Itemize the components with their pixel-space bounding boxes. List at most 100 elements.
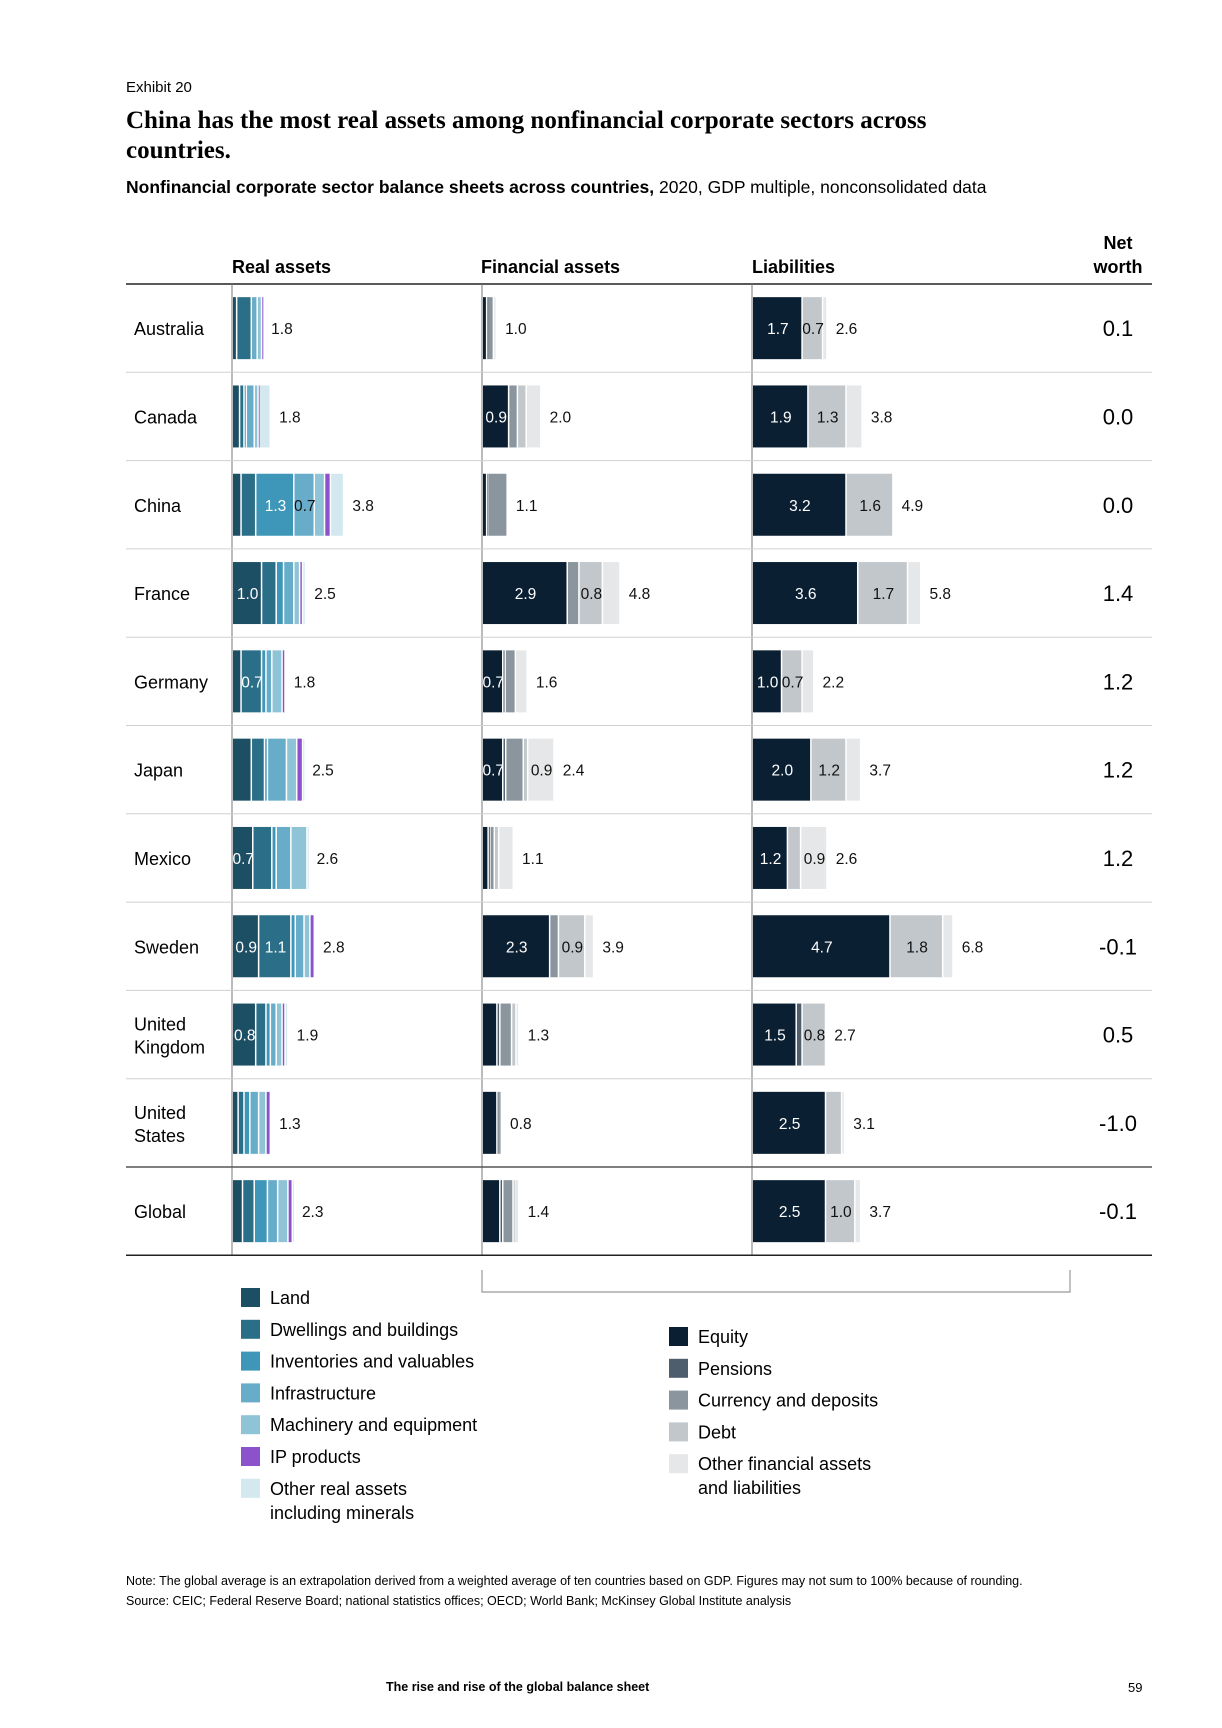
real-assets-bar-sweden-dwellings-and-buildings [259, 915, 291, 978]
liabilities-bar-canada-equity [753, 385, 808, 448]
liabilities-total-united-kingdom: 2.7 [834, 1028, 856, 1045]
liabilities-bar-united-states-debt [826, 1091, 841, 1154]
liabilities-bar-japan-debt [811, 738, 846, 801]
real-assets-value-sweden-dwellings-and-buildings: 1.1 [265, 939, 287, 956]
real-assets-bar-australia-machinery-and-equipment [257, 297, 261, 360]
real-assets-bar-mexico-land [233, 826, 253, 889]
liabilities-value-france-debt: 1.7 [873, 586, 895, 603]
real-assets-bar-mexico-inventories-and-valuables [272, 826, 276, 889]
real-assets-total-united-kingdom: 1.9 [297, 1028, 319, 1045]
legend-label-equity: Equity [698, 1327, 748, 1347]
liabilities-bar-sweden-equity [753, 915, 890, 978]
real-assets-bar-australia-ip-products [262, 297, 264, 360]
net-worth-value-sweden: -0.1 [1099, 934, 1137, 959]
liabilities-value-canada-equity: 1.9 [770, 409, 792, 426]
real-assets-bar-germany-machinery-and-equipment [272, 650, 282, 713]
real-assets-total-global: 2.3 [302, 1204, 324, 1221]
country-label-japan: Japan [134, 761, 183, 781]
liabilities-value-germany-equity: 1.0 [757, 674, 779, 691]
chart-subtitle: Nonfinancial corporate sector balance sh… [126, 177, 987, 198]
liabilities-bar-global-debt [826, 1180, 855, 1243]
country-label-mexico: Mexico [134, 849, 191, 869]
liabilities-value-australia-equity: 1.7 [767, 321, 789, 338]
financial-assets-total-global: 1.4 [528, 1204, 550, 1221]
real-assets-total-china: 3.8 [352, 498, 374, 515]
financial-assets-bar-australia-other-financial-assets-and-liabilities [494, 297, 496, 360]
financial-assets-bar-global-pensions [500, 1180, 503, 1243]
legend-swatch-pensions [669, 1358, 688, 1378]
financial-assets-total-france: 4.8 [629, 586, 651, 603]
liabilities-total-united-states: 3.1 [853, 1116, 875, 1133]
financial-assets-bar-sweden-currency-and-deposits [550, 915, 558, 978]
real-assets-bar-global-dwellings-and-buildings [243, 1180, 254, 1243]
country-label-canada: Canada [134, 407, 198, 427]
financial-assets-total-germany: 1.6 [536, 674, 558, 691]
real-assets-bar-canada-inventories-and-valuables [244, 385, 246, 448]
legend-label-pensions: Pensions [698, 1359, 772, 1379]
financial-assets-bar-global-other-financial-assets-and-liabilities [515, 1180, 519, 1243]
liabilities-value-germany-debt: 0.7 [782, 674, 804, 691]
legend-label-ip-products: IP products [270, 1447, 361, 1467]
financial-assets-bar-mexico-debt [495, 826, 498, 889]
liabilities-value-sweden-equity: 4.7 [811, 939, 833, 956]
financial-assets-bar-mexico-currency-and-deposits [490, 826, 494, 889]
liabilities-value-canada-debt: 1.3 [817, 409, 839, 426]
real-assets-total-japan: 2.5 [312, 763, 334, 780]
real-assets-bar-canada-land [233, 385, 239, 448]
real-assets-bar-united-kingdom-land [233, 1003, 255, 1066]
real-assets-bar-japan-land [233, 738, 251, 801]
real-assets-bar-china-ip-products [325, 473, 330, 536]
chart-title: China has the most real assets among non… [126, 107, 927, 164]
real-assets-bar-mexico-other-real-assets-including-minerals [307, 826, 309, 889]
net-worth-value-france: 1.4 [1103, 581, 1134, 606]
financial-assets-bar-sweden-equity [483, 915, 549, 978]
liabilities-value-china-equity: 3.2 [789, 498, 811, 515]
real-assets-bar-germany-ip-products [282, 650, 285, 713]
financial-assets-bar-canada-other-financial-assets-and-liabilities [526, 385, 541, 448]
liabilities-total-canada: 3.8 [871, 409, 893, 426]
liabilities-bar-global-other-financial-assets-and-liabilities [855, 1180, 860, 1243]
liabilities-total-japan: 3.7 [869, 763, 891, 780]
real-assets-bar-mexico-infrastructure [276, 826, 291, 889]
real-assets-total-mexico: 2.6 [317, 851, 339, 868]
liabilities-total-australia: 2.6 [836, 321, 858, 338]
net-worth-value-mexico: 1.2 [1103, 846, 1134, 871]
liabilities-bar-global-equity [753, 1180, 825, 1243]
net-worth-value-australia: 0.1 [1103, 316, 1134, 341]
liabilities-value-france-equity: 3.6 [795, 586, 817, 603]
legend-label-other-real-assets-including-minerals-line2: including minerals [270, 1503, 414, 1523]
real-assets-total-australia: 1.8 [271, 321, 293, 338]
real-assets-value-france-land: 1.0 [237, 586, 259, 603]
financial-assets-bar-canada-currency-and-deposits [509, 385, 517, 448]
real-assets-bar-global-other-real-assets-including-minerals [293, 1180, 295, 1243]
financial-assets-bar-japan-other-financial-assets-and-liabilities [528, 738, 554, 801]
financial-assets-total-united-kingdom: 1.3 [528, 1028, 550, 1045]
legend-label-land: Land [270, 1288, 310, 1308]
legend-swatch-dwellings-and-buildings [241, 1319, 260, 1339]
financial-assets-bar-china-pensions [487, 473, 489, 536]
real-assets-bar-canada-dwellings-and-buildings [240, 385, 244, 448]
real-assets-value-china-infrastructure: 0.7 [294, 498, 316, 515]
financial-assets-bar-mexico-other-financial-assets-and-liabilities [499, 826, 513, 889]
real-assets-bar-france-land [233, 562, 261, 625]
country-label-global: Global [134, 1202, 186, 1222]
financial-assets-bar-china-currency-and-deposits [488, 473, 507, 536]
country-label-united-states-line1: United [134, 1103, 186, 1123]
liabilities-bar-germany-other-financial-assets-and-liabilities [802, 650, 814, 713]
liabilities-value-japan-debt: 1.2 [818, 763, 840, 780]
real-assets-bar-united-states-infrastructure [250, 1091, 258, 1154]
real-assets-value-united-kingdom-land: 0.8 [234, 1028, 256, 1045]
legend-label-other-financial-assets-and-liabilities-line2: and liabilities [698, 1478, 801, 1498]
legend-swatch-currency-and-deposits [669, 1390, 688, 1410]
real-assets-total-united-states: 1.3 [279, 1116, 301, 1133]
liabilities-bar-sweden-other-financial-assets-and-liabilities [943, 915, 953, 978]
liabilities-bar-france-debt [858, 562, 907, 625]
real-assets-bar-united-kingdom-inventories-and-valuables [266, 1003, 270, 1066]
financial-assets-total-sweden: 3.9 [602, 939, 624, 956]
financial-assets-bar-china-equity [483, 473, 486, 536]
financial-assets-bar-australia-currency-and-deposits [488, 297, 493, 360]
financial-assets-value-france-debt: 0.8 [581, 586, 603, 603]
note-text: Note: The global average is an extrapola… [126, 1574, 1023, 1588]
real-assets-bar-china-land [233, 473, 241, 536]
